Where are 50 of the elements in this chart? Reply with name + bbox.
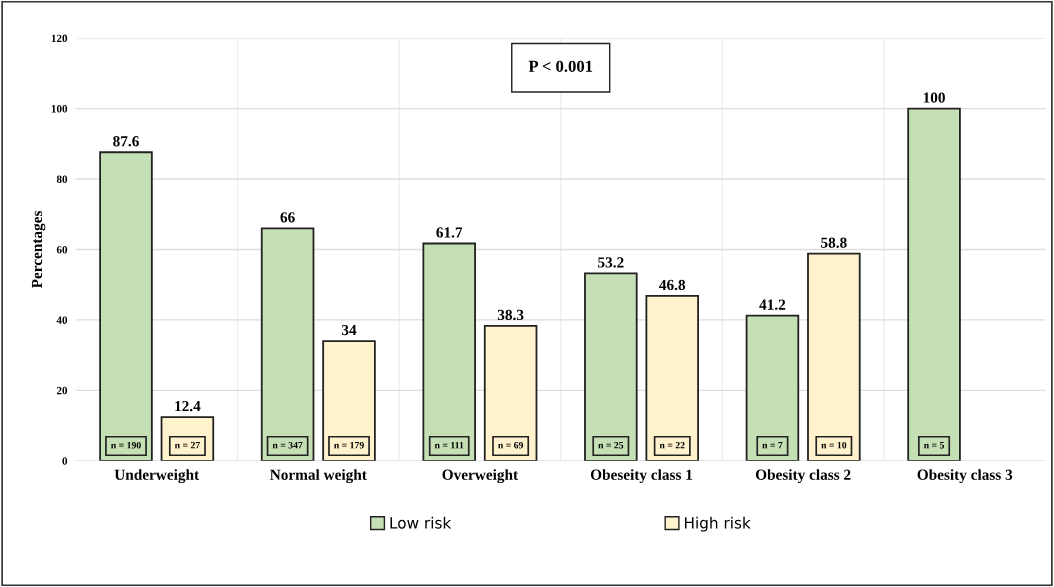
x-tick-label: Obesity class 2 [755,469,851,484]
bar [907,107,961,461]
data-label: 53.2 [598,257,624,268]
y-tick-label: 100 [51,105,68,113]
annotation: P < 0.001 [528,60,593,72]
x-tick-label: Normal weight [270,469,367,484]
x-tick-label: Obeseity class 1 [590,469,693,484]
y-tick-label: 0 [62,457,68,465]
data-label: 41.2 [759,299,786,310]
y-tick-label: 120 [51,34,68,43]
data-label: 58.8 [821,237,847,248]
x-tick-label: Overweight [442,469,519,484]
bar [422,242,476,461]
data-label: 100 [923,92,945,103]
bar [322,340,376,461]
bar [99,151,153,461]
bar [483,324,538,461]
annotation: n = 190 [111,441,141,449]
data-label: 61.7 [436,227,463,238]
bar [807,252,861,461]
x-tick-label: Underweight [114,469,200,484]
annotation: n = 10 [821,441,847,449]
y-tick-label: 60 [56,245,68,254]
annotation: n = 27 [174,441,200,449]
annotation: n = 111 [434,441,464,449]
annotation: n = 7 [762,441,783,449]
bar [260,227,315,461]
y-tick-label: 40 [56,316,68,324]
annotation: n = 69 [498,441,524,449]
data-label: 46.8 [659,279,686,291]
bar [645,295,700,461]
bar [745,314,800,461]
data-label: 12.4 [175,400,201,412]
bar [584,272,638,461]
data-label: 87.6 [113,136,139,147]
annotation: n = 179 [334,441,364,449]
y-axis-title: Percentages [31,210,46,289]
bar [160,416,215,461]
legend-label: Low risk [390,516,452,529]
legend-label: High risk [684,516,751,532]
annotation: n = 347 [272,441,303,449]
annotation: n = 25 [598,441,624,449]
data-label: 34 [341,324,357,336]
y-tick-label: 80 [56,175,68,183]
x-tick-label: Obesity class 3 [917,469,1013,484]
y-tick-label: 20 [56,386,68,395]
data-label: 66 [280,212,295,223]
data-label: 38.3 [497,309,524,321]
annotation: n = 22 [659,441,685,449]
annotation: n = 5 [923,441,945,449]
